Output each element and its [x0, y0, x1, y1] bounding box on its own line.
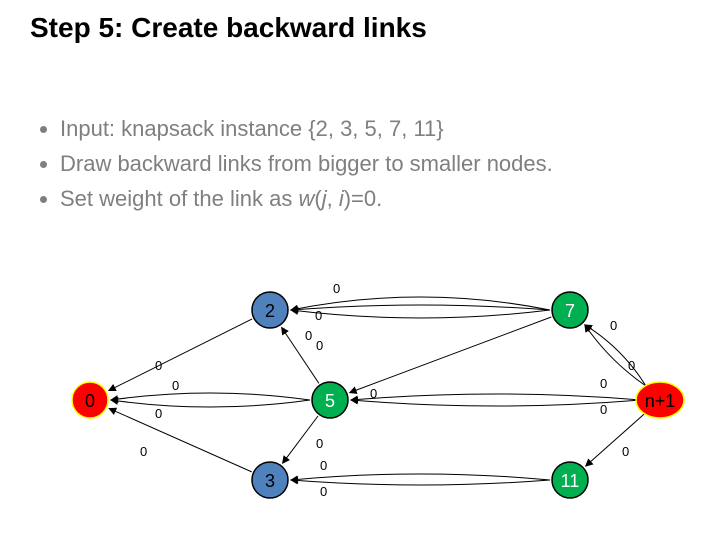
- graph-edge: [291, 297, 550, 310]
- graph-edge: [291, 480, 550, 485]
- graph-node-label: 11: [561, 471, 580, 491]
- graph-edge: [282, 327, 319, 383]
- edge-weight-label: 0: [628, 358, 635, 373]
- graph-edge: [350, 317, 552, 393]
- edge-weight-label: 0: [172, 378, 179, 393]
- graph-edge: [585, 325, 646, 386]
- graph-edge: [109, 319, 252, 391]
- edge-weight-label: 0: [305, 328, 312, 343]
- edge-weight-label: 0: [155, 406, 162, 421]
- graph-edge: [291, 474, 550, 480]
- edge-weight-label: 0: [316, 338, 323, 353]
- graph-edge: [111, 393, 310, 400]
- edge-weight-label: 0: [600, 376, 607, 391]
- graph-node-label: 5: [325, 391, 335, 411]
- edge-weight-label: 0: [155, 358, 162, 373]
- graph-edge: [585, 325, 646, 386]
- graph-node-label: 0: [85, 391, 95, 411]
- graph-node-label: n+1: [645, 391, 676, 411]
- graph-node-label: 2: [265, 301, 275, 321]
- graph-diagram: 000000000000000000235711n+1: [0, 0, 720, 540]
- edge-weight-label: 0: [320, 458, 327, 473]
- graph-edge: [109, 409, 252, 472]
- graph-edge: [291, 310, 550, 318]
- edge-weight-label: 0: [320, 484, 327, 499]
- edge-weight-label: 0: [600, 402, 607, 417]
- graph-edge: [586, 413, 645, 466]
- graph-edge: [283, 416, 318, 463]
- graph-edge: [351, 400, 640, 406]
- graph-edge: [111, 400, 310, 407]
- edge-weight-label: 0: [315, 308, 322, 323]
- graph-edge: [351, 394, 640, 400]
- edge-weight-label: 0: [610, 318, 617, 333]
- graph-edge: [291, 305, 550, 310]
- edge-weight-label: 0: [140, 444, 147, 459]
- edge-weight-label: 0: [333, 281, 340, 296]
- edge-weight-label: 0: [622, 444, 629, 459]
- edge-weight-label: 0: [316, 436, 323, 451]
- graph-node-label: 3: [265, 471, 275, 491]
- graph-node-label: 7: [565, 301, 575, 321]
